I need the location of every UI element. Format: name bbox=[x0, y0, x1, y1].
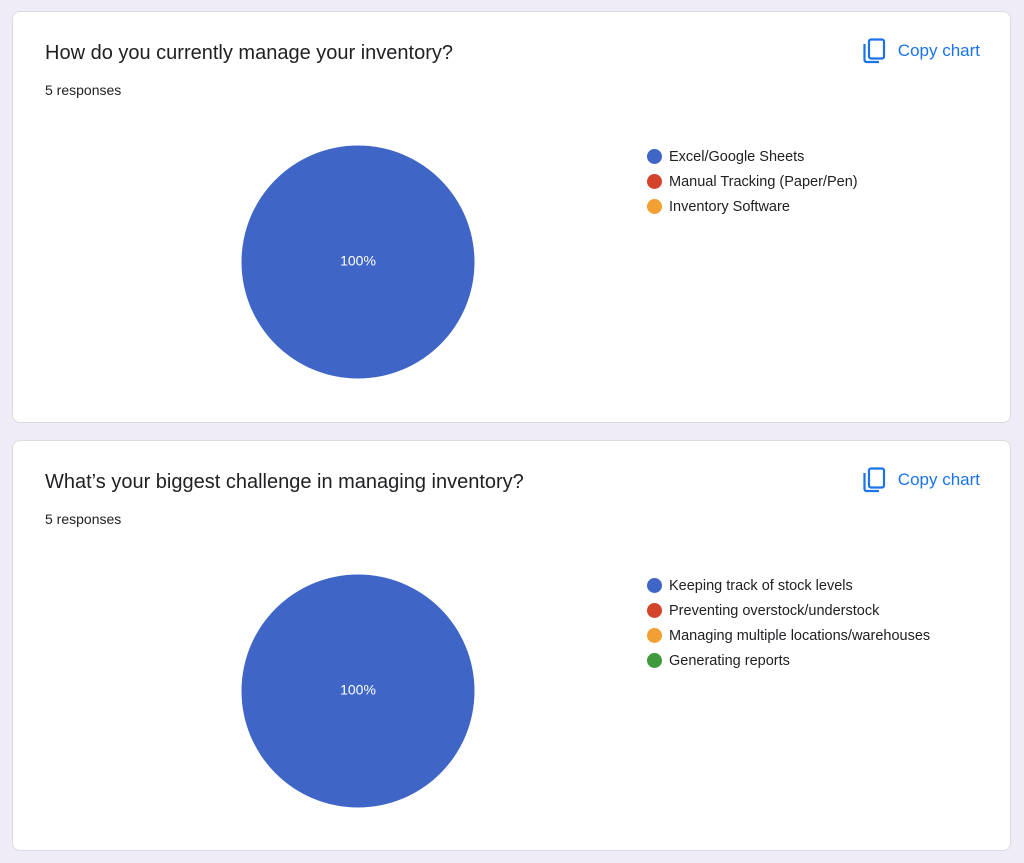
legend-item: Preventing overstock/understock bbox=[647, 598, 930, 623]
copy-chart-button[interactable]: Copy chart bbox=[856, 34, 986, 68]
legend-label: Inventory Software bbox=[669, 198, 790, 215]
legend-label: Keeping track of stock levels bbox=[669, 577, 853, 594]
legend-item: Managing multiple locations/warehouses bbox=[647, 623, 930, 648]
copy-chart-label: Copy chart bbox=[897, 470, 980, 489]
chart-legend: Excel/Google Sheets Manual Tracking (Pape… bbox=[647, 144, 858, 219]
response-count: 5 responses bbox=[45, 82, 122, 98]
legend-label: Generating reports bbox=[669, 652, 790, 669]
legend-item: Keeping track of stock levels bbox=[647, 573, 930, 598]
legend-swatch bbox=[647, 578, 662, 593]
summary-card: What’s your biggest challenge in managin… bbox=[12, 440, 1011, 851]
pie-chart: 100% bbox=[241, 574, 475, 808]
legend-swatch bbox=[647, 603, 662, 618]
legend-label: Preventing overstock/understock bbox=[669, 602, 880, 619]
legend-swatch bbox=[647, 653, 662, 668]
legend-label: Managing multiple locations/warehouses bbox=[669, 627, 931, 644]
legend-item: Excel/Google Sheets bbox=[647, 144, 858, 169]
legend-swatch bbox=[647, 199, 662, 214]
question-title: How do you currently manage your invento… bbox=[45, 42, 453, 64]
copy-chart-button[interactable]: Copy chart bbox=[856, 463, 986, 497]
copy-icon bbox=[862, 38, 886, 64]
question-title: What’s your biggest challenge in managin… bbox=[45, 471, 524, 493]
legend-swatch bbox=[647, 628, 662, 643]
legend-swatch bbox=[647, 149, 662, 164]
slice-percent-label: 100% bbox=[340, 682, 376, 698]
summary-card: How do you currently manage your invento… bbox=[12, 11, 1011, 423]
chart-legend: Keeping track of stock levels Preventing … bbox=[647, 573, 930, 673]
legend-item: Manual Tracking (Paper/Pen) bbox=[647, 169, 858, 194]
copy-chart-label: Copy chart bbox=[897, 41, 980, 60]
response-count: 5 responses bbox=[45, 511, 122, 527]
legend-label: Manual Tracking (Paper/Pen) bbox=[669, 173, 858, 190]
pie-chart: 100% bbox=[241, 145, 475, 379]
pie-slice bbox=[241, 574, 475, 808]
pie-slice bbox=[241, 145, 475, 379]
slice-percent-label: 100% bbox=[340, 253, 376, 269]
copy-icon bbox=[862, 467, 886, 493]
legend-label: Excel/Google Sheets bbox=[669, 148, 805, 165]
legend-swatch bbox=[647, 174, 662, 189]
legend-item: Generating reports bbox=[647, 648, 930, 673]
legend-item: Inventory Software bbox=[647, 194, 858, 219]
